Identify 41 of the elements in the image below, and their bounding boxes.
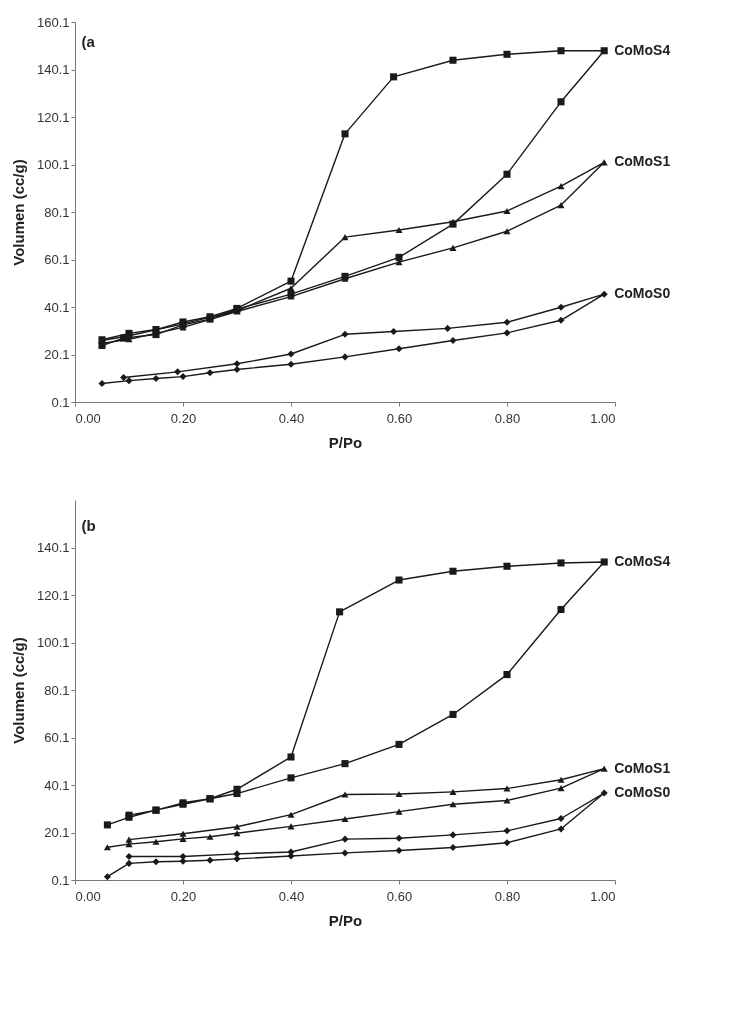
x-tick-label: 0.20 bbox=[170, 888, 197, 904]
y-tick-label: 140.1 bbox=[36, 540, 70, 555]
series-label: CoMoS1 bbox=[614, 759, 671, 776]
series-label: CoMoS0 bbox=[614, 784, 671, 801]
y-tick-label: 40.1 bbox=[44, 777, 70, 793]
x-tick-label: 0.00 bbox=[75, 410, 101, 426]
x-tick-label: 0.80 bbox=[494, 888, 521, 904]
y-tick-label: 140.1 bbox=[36, 62, 70, 77]
x-tick-label: 0.60 bbox=[386, 410, 413, 426]
x-tick-label: 0.80 bbox=[494, 410, 521, 426]
y-tick-label: 160.1 bbox=[36, 14, 70, 30]
y-axis-title: Volumen (cc/g) bbox=[9, 159, 27, 266]
y-tick-label: 80.1 bbox=[44, 682, 70, 698]
y-tick-label: 60.1 bbox=[44, 730, 70, 745]
y-tick-label: 20.1 bbox=[44, 347, 70, 362]
text: (b bbox=[81, 517, 96, 534]
y-tick-label: 120.1 bbox=[36, 109, 70, 125]
y-tick-label: 100.1 bbox=[36, 157, 70, 172]
series-label: CoMoS4 bbox=[614, 552, 671, 569]
y-tick-label: 20.1 bbox=[44, 825, 70, 840]
x-tick-label: 0.40 bbox=[278, 888, 305, 904]
text: (a bbox=[81, 33, 96, 50]
x-tick-label: 1.00 bbox=[590, 888, 616, 904]
x-tick-label: 0.00 bbox=[75, 888, 101, 904]
y-axis-title: Volumen (cc/g) bbox=[9, 637, 27, 744]
y-tick-label: 40.1 bbox=[44, 299, 70, 315]
series-label: CoMoS4 bbox=[614, 41, 671, 58]
series-label: CoMoS1 bbox=[614, 153, 671, 170]
y-tick-label: 80.1 bbox=[44, 204, 70, 220]
y-tick-label: 100.1 bbox=[36, 635, 70, 650]
y-tick-label: 120.1 bbox=[36, 587, 70, 603]
y-tick-label: 0.1 bbox=[51, 394, 70, 410]
x-tick-label: 0.60 bbox=[386, 888, 413, 904]
y-tick-label: 60.1 bbox=[44, 252, 70, 267]
x-tick-label: 1.00 bbox=[590, 410, 616, 426]
y-tick-label: 0.1 bbox=[51, 872, 70, 888]
x-axis-title: P/Po bbox=[328, 911, 363, 929]
series-label: CoMoS0 bbox=[614, 285, 671, 302]
x-tick-label: 0.40 bbox=[278, 410, 305, 426]
x-axis-title: P/Po bbox=[328, 433, 363, 451]
x-tick-label: 0.20 bbox=[170, 410, 197, 426]
